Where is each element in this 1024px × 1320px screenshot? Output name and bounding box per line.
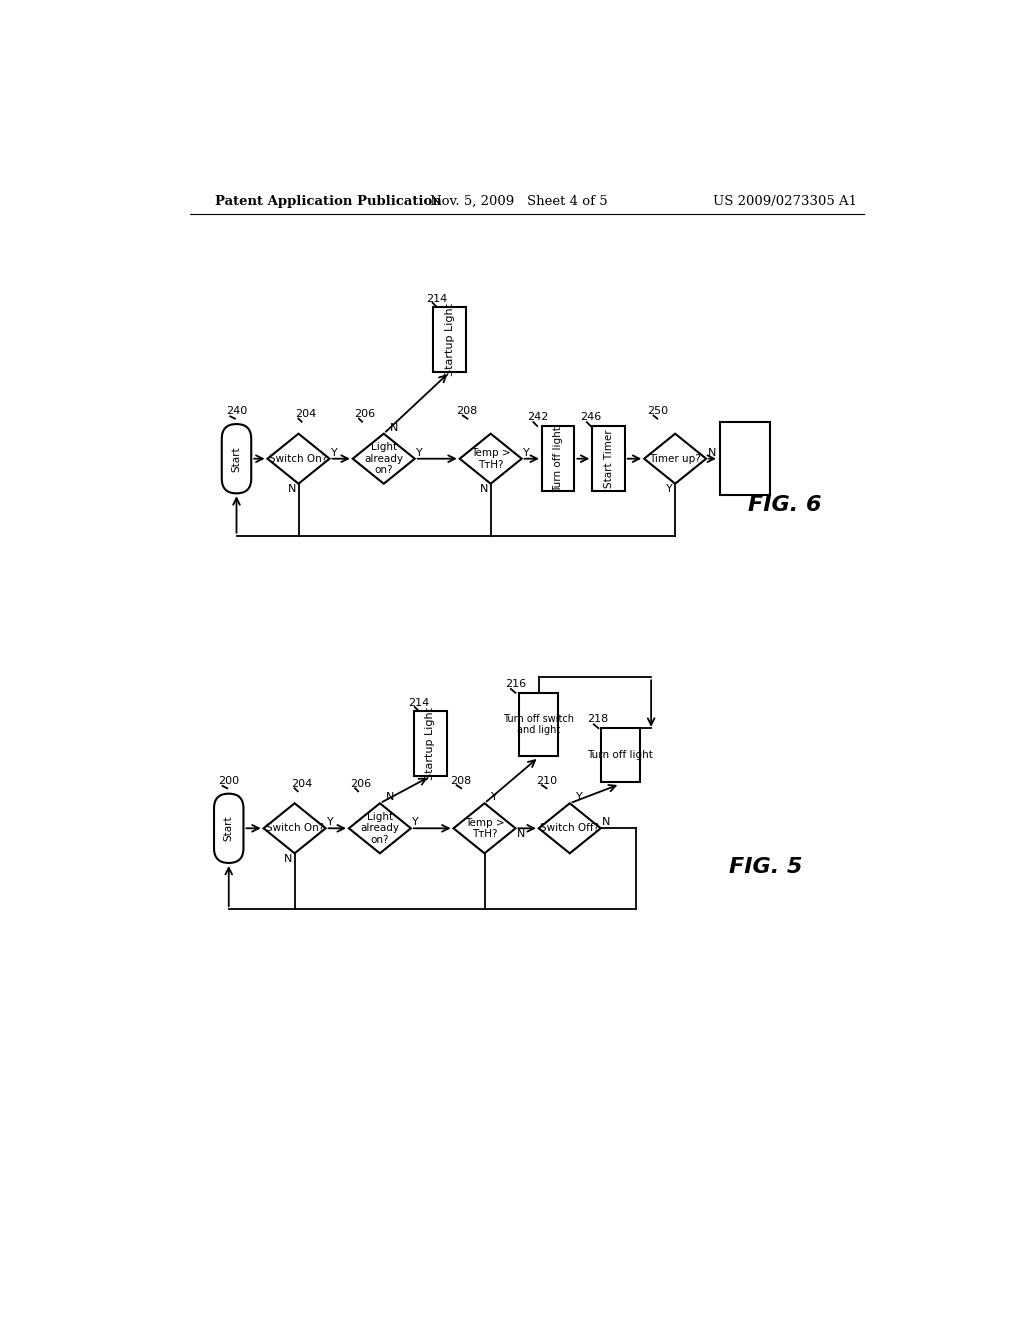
Text: N: N: [708, 447, 716, 458]
Text: 206: 206: [354, 409, 376, 418]
Text: 242: 242: [527, 412, 549, 421]
Text: Y: Y: [328, 817, 334, 828]
Text: FIG. 6: FIG. 6: [748, 495, 821, 515]
Text: 200: 200: [218, 776, 239, 785]
Text: Y: Y: [417, 447, 423, 458]
Text: N: N: [602, 817, 610, 828]
Text: Temp >
TᴛH?: Temp > TᴛH?: [465, 817, 504, 840]
Text: Y: Y: [413, 817, 419, 828]
Text: N: N: [390, 422, 398, 433]
Text: Start: Start: [224, 816, 233, 841]
Text: Temp >
TᴛH?: Temp > TᴛH?: [471, 447, 511, 470]
Text: Timer up?: Timer up?: [649, 454, 701, 463]
Text: Turn off light: Turn off light: [587, 750, 653, 760]
Text: Turn off light: Turn off light: [553, 426, 563, 491]
Polygon shape: [349, 804, 411, 853]
FancyBboxPatch shape: [214, 793, 244, 863]
Text: 208: 208: [451, 776, 472, 785]
Text: Start Timer: Start Timer: [603, 429, 613, 488]
Text: 214: 214: [409, 698, 430, 708]
Text: 246: 246: [581, 412, 602, 421]
Text: Y: Y: [666, 484, 673, 495]
Text: Switch On?: Switch On?: [269, 454, 328, 463]
Text: Y: Y: [331, 447, 338, 458]
Text: 204: 204: [295, 409, 316, 418]
Polygon shape: [263, 804, 326, 853]
Text: 250: 250: [647, 407, 669, 416]
Polygon shape: [644, 434, 707, 483]
Bar: [592, 426, 625, 491]
Text: Start: Start: [231, 446, 242, 471]
Text: Switch On?: Switch On?: [265, 824, 324, 833]
Bar: [601, 729, 640, 781]
Text: Switch Off?: Switch Off?: [541, 824, 599, 833]
Text: 216: 216: [505, 678, 525, 689]
Bar: [414, 711, 446, 776]
Bar: [433, 306, 466, 372]
Text: Startup Light: Startup Light: [444, 302, 455, 376]
Text: N: N: [386, 792, 394, 803]
FancyBboxPatch shape: [222, 424, 251, 494]
Bar: [542, 426, 574, 491]
Text: Startup Light: Startup Light: [425, 708, 435, 780]
Text: Y: Y: [490, 792, 498, 803]
Text: Y: Y: [523, 447, 530, 458]
Text: 204: 204: [292, 779, 312, 788]
Text: Patent Application Publication: Patent Application Publication: [215, 195, 441, 209]
Text: 214: 214: [426, 294, 447, 304]
Bar: [720, 422, 770, 495]
Text: 208: 208: [457, 407, 478, 416]
Text: N: N: [285, 854, 293, 865]
Text: Light
already
on?: Light already on?: [360, 812, 399, 845]
Polygon shape: [352, 434, 415, 483]
Polygon shape: [454, 804, 515, 853]
Text: 218: 218: [588, 714, 609, 723]
Text: US 2009/0273305 A1: US 2009/0273305 A1: [713, 195, 857, 209]
Text: Nov. 5, 2009   Sheet 4 of 5: Nov. 5, 2009 Sheet 4 of 5: [430, 195, 608, 209]
Bar: [519, 693, 558, 756]
Text: FIG. 5: FIG. 5: [729, 857, 802, 876]
Text: 206: 206: [350, 779, 372, 788]
Text: Light
already
on?: Light already on?: [365, 442, 403, 475]
Polygon shape: [460, 434, 521, 483]
Text: 210: 210: [536, 776, 557, 785]
Text: 240: 240: [225, 407, 247, 416]
Text: N: N: [288, 484, 297, 495]
Polygon shape: [539, 804, 601, 853]
Polygon shape: [267, 434, 330, 483]
Text: N: N: [517, 829, 525, 840]
Text: N: N: [480, 484, 488, 495]
Text: Y: Y: [575, 792, 583, 803]
Text: Turn off switch
and light: Turn off switch and light: [503, 714, 574, 735]
